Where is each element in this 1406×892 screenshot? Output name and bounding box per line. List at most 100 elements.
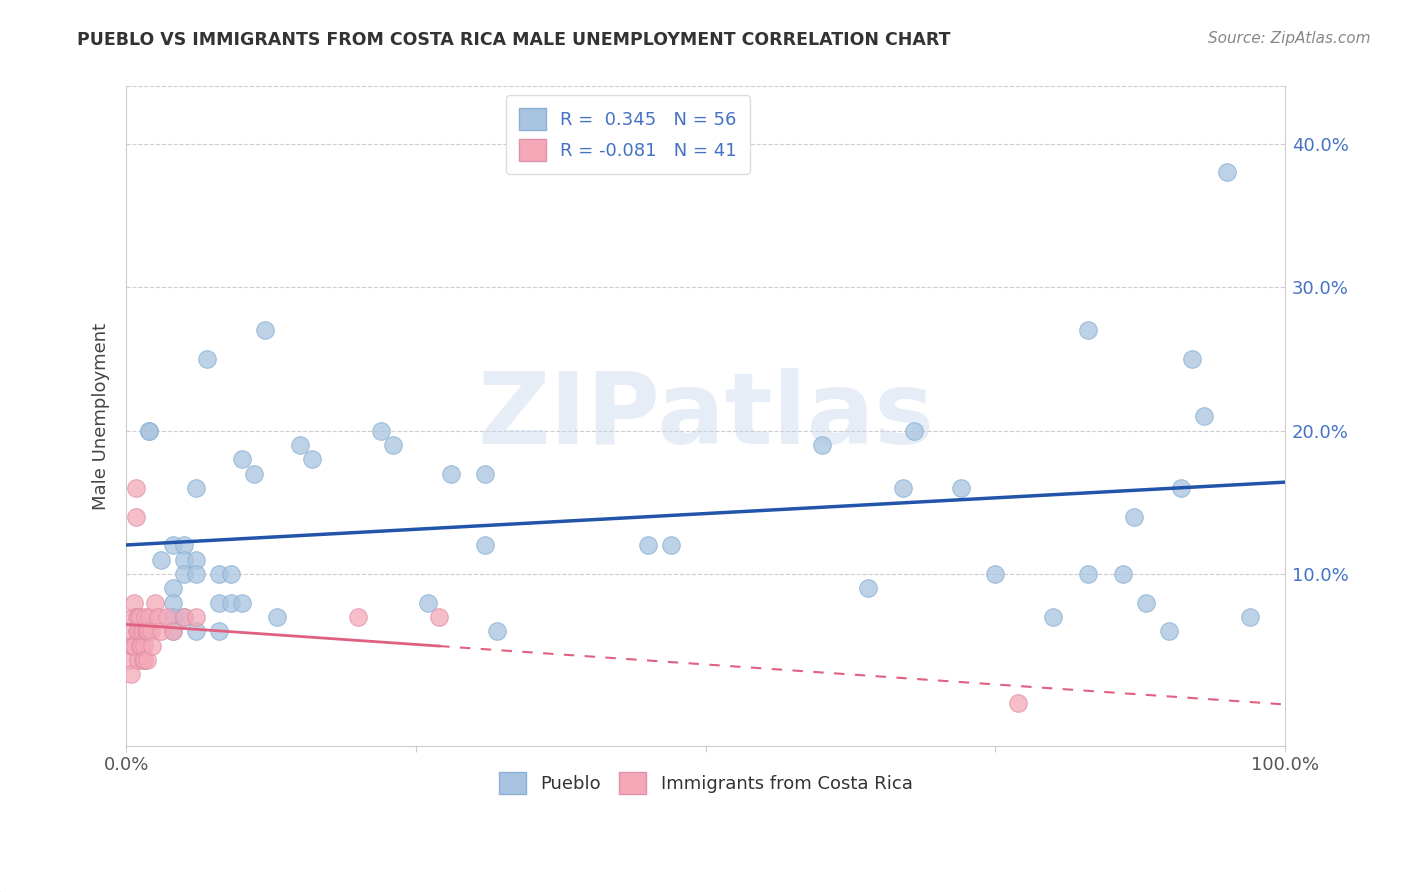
Point	[173, 566, 195, 581]
Point	[659, 538, 682, 552]
Point	[129, 610, 152, 624]
Point	[124, 509, 146, 524]
Point	[184, 566, 207, 581]
Point	[156, 610, 179, 624]
Point	[984, 566, 1007, 581]
Point	[347, 610, 370, 624]
Point	[122, 610, 145, 624]
Point	[1170, 481, 1192, 495]
Point	[1077, 566, 1099, 581]
Point	[427, 610, 450, 624]
Point	[131, 624, 153, 639]
Point	[173, 552, 195, 566]
Point	[121, 624, 143, 639]
Point	[416, 596, 439, 610]
Point	[162, 581, 184, 595]
Point	[143, 596, 166, 610]
Point	[1077, 323, 1099, 337]
Point	[231, 596, 253, 610]
Point	[129, 639, 152, 653]
Point	[219, 566, 242, 581]
Point	[184, 610, 207, 624]
Point	[122, 639, 145, 653]
Point	[208, 596, 231, 610]
Text: PUEBLO VS IMMIGRANTS FROM COSTA RICA MALE UNEMPLOYMENT CORRELATION CHART: PUEBLO VS IMMIGRANTS FROM COSTA RICA MAL…	[77, 31, 950, 49]
Point	[301, 452, 323, 467]
Text: ZIPatlas: ZIPatlas	[477, 368, 934, 465]
Point	[173, 538, 195, 552]
Point	[162, 624, 184, 639]
Point	[124, 596, 146, 610]
Point	[146, 610, 169, 624]
Point	[127, 653, 149, 667]
Point	[162, 596, 184, 610]
Point	[127, 610, 149, 624]
Point	[184, 552, 207, 566]
Point	[173, 610, 195, 624]
Point	[231, 452, 253, 467]
Point	[254, 323, 277, 337]
Point	[136, 624, 159, 639]
Point	[219, 596, 242, 610]
Point	[173, 610, 195, 624]
Point	[184, 624, 207, 639]
Point	[131, 624, 153, 639]
Point	[266, 610, 288, 624]
Point	[134, 610, 156, 624]
Point	[125, 610, 148, 624]
Point	[1042, 610, 1064, 624]
Point	[1112, 566, 1135, 581]
Point	[132, 639, 155, 653]
Point	[138, 424, 160, 438]
Point	[891, 481, 914, 495]
Point	[1159, 624, 1181, 639]
Point	[124, 481, 146, 495]
Point	[1216, 165, 1239, 179]
Point	[127, 624, 149, 639]
Point	[1007, 696, 1029, 710]
Point	[141, 639, 163, 653]
Point	[150, 552, 173, 566]
Point	[136, 624, 159, 639]
Point	[121, 639, 143, 653]
Point	[1181, 351, 1204, 366]
Y-axis label: Male Unemployment: Male Unemployment	[93, 323, 110, 509]
Point	[138, 424, 160, 438]
Point	[1135, 596, 1157, 610]
Point	[184, 481, 207, 495]
Point	[139, 624, 162, 639]
Legend: Pueblo, Immigrants from Costa Rica: Pueblo, Immigrants from Costa Rica	[489, 763, 921, 803]
Point	[474, 467, 496, 481]
Text: Source: ZipAtlas.com: Source: ZipAtlas.com	[1208, 31, 1371, 46]
Point	[288, 438, 311, 452]
Point	[370, 424, 392, 438]
Point	[125, 624, 148, 639]
Point	[1123, 509, 1146, 524]
Point	[150, 624, 173, 639]
Point	[132, 653, 155, 667]
Point	[474, 538, 496, 552]
Point	[131, 653, 153, 667]
Point	[486, 624, 509, 639]
Point	[208, 566, 231, 581]
Point	[162, 610, 184, 624]
Point	[131, 639, 153, 653]
Point	[120, 667, 142, 681]
Point	[637, 538, 659, 552]
Point	[856, 581, 879, 595]
Point	[124, 639, 146, 653]
Point	[1192, 409, 1215, 424]
Point	[136, 653, 159, 667]
Point	[810, 438, 832, 452]
Point	[197, 351, 219, 366]
Point	[949, 481, 972, 495]
Point	[135, 624, 157, 639]
Point	[162, 538, 184, 552]
Point	[138, 610, 160, 624]
Point	[381, 438, 404, 452]
Point	[208, 624, 231, 639]
Point	[903, 424, 925, 438]
Point	[440, 467, 463, 481]
Point	[1239, 610, 1261, 624]
Point	[118, 653, 141, 667]
